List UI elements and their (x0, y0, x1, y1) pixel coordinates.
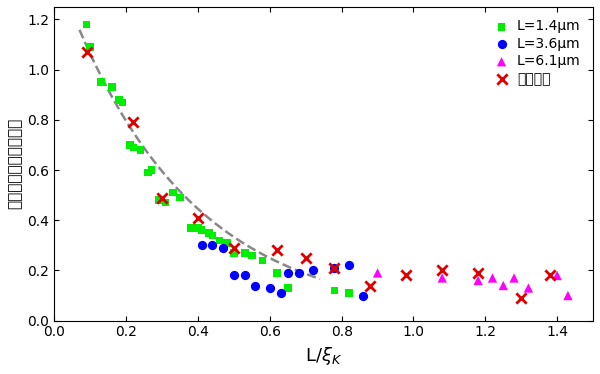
L=1.4μm (114, 97, 124, 103)
L=3.6μm (329, 265, 339, 271)
L=1.4μm (118, 99, 127, 105)
L=3.6μm (344, 263, 353, 269)
L=1.4μm (197, 227, 206, 233)
L=6.1μm (524, 285, 533, 291)
X-axis label: L/$\xi$$_K$: L/$\xi$$_K$ (305, 345, 343, 367)
L=3.6μm (283, 270, 293, 276)
L=1.4μm (146, 167, 156, 173)
L=3.6μm (308, 267, 318, 273)
L=1.4μm (136, 147, 145, 153)
L=3.6μm (265, 285, 275, 291)
L=3.6μm (229, 273, 239, 279)
数値計算 (229, 245, 239, 251)
数値計算 (517, 295, 526, 301)
L=1.4μm (222, 240, 232, 246)
L=1.4μm (85, 44, 95, 50)
L=1.4μm (175, 195, 185, 201)
数値計算 (545, 273, 555, 279)
L=1.4μm (168, 190, 178, 196)
L=6.1μm (373, 270, 382, 276)
L=3.6μm (251, 282, 260, 288)
L=1.4μm (215, 237, 224, 243)
L=1.4μm (161, 200, 170, 206)
L=1.4μm (240, 250, 250, 256)
L=1.4μm (229, 250, 239, 256)
数値計算 (193, 215, 203, 221)
L=1.4μm (107, 84, 116, 90)
数値計算 (128, 119, 138, 125)
L=1.4μm (283, 285, 293, 291)
L=6.1μm (553, 273, 562, 279)
L=1.4μm (329, 288, 339, 294)
L=1.4μm (247, 252, 257, 258)
L=6.1μm (488, 275, 497, 281)
L=1.4μm (128, 144, 138, 150)
L=3.6μm (358, 292, 368, 298)
L=3.6μm (218, 245, 228, 251)
数値計算 (437, 267, 447, 273)
Legend: L=1.4μm, L=3.6μm, L=6.1μm, 数値計算: L=1.4μm, L=3.6μm, L=6.1μm, 数値計算 (488, 14, 586, 91)
L=1.4μm (143, 169, 152, 175)
L=6.1μm (437, 275, 447, 281)
L=1.4μm (154, 197, 163, 203)
L=3.6μm (294, 270, 304, 276)
L=1.4μm (82, 22, 91, 28)
L=3.6μm (197, 242, 206, 248)
L=3.6μm (276, 290, 286, 296)
L=6.1μm (499, 282, 508, 288)
L=6.1μm (563, 292, 573, 298)
L=3.6μm (208, 242, 217, 248)
L=6.1μm (473, 278, 483, 283)
数値計算 (272, 247, 282, 253)
L=6.1μm (509, 275, 519, 281)
L=1.4μm (193, 225, 203, 231)
L=1.4μm (208, 232, 217, 238)
数値計算 (401, 273, 411, 279)
L=1.4μm (96, 79, 106, 85)
L=1.4μm (186, 225, 196, 231)
数値計算 (301, 255, 311, 261)
L=1.4μm (204, 230, 214, 236)
数値計算 (157, 195, 167, 201)
L=1.4μm (125, 142, 134, 148)
L=3.6μm (240, 273, 250, 279)
数値計算 (82, 49, 91, 55)
L=1.4μm (272, 270, 282, 276)
L=1.4μm (344, 290, 353, 296)
数値計算 (329, 265, 339, 271)
数値計算 (365, 282, 375, 288)
L=1.4μm (258, 257, 268, 263)
数値計算 (473, 270, 483, 276)
Y-axis label: 近藤温度変調の大きさ: 近藤温度変調の大きさ (7, 118, 22, 209)
